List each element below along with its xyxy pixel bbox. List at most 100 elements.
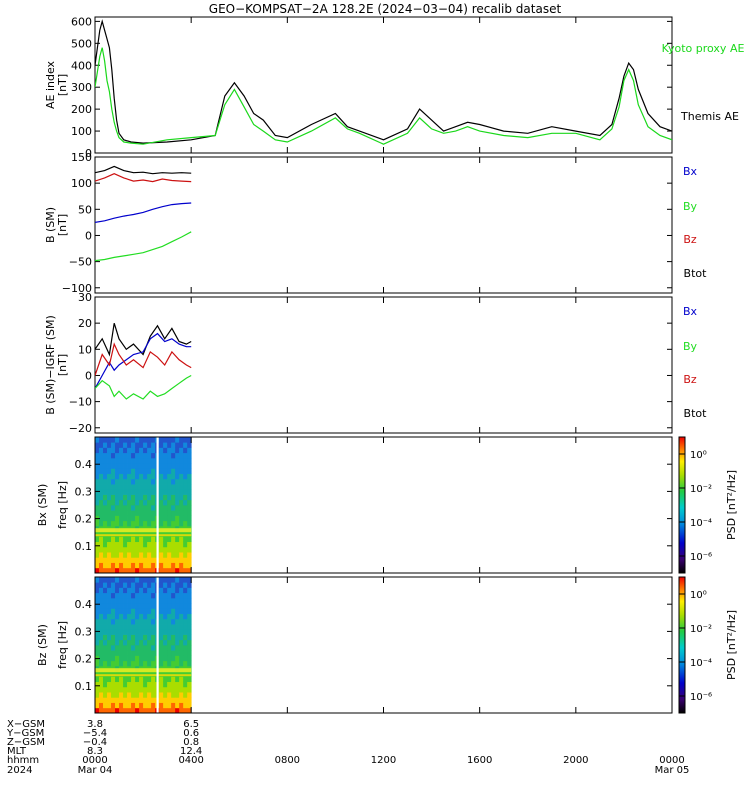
spectrogram-cell [127,473,132,480]
spectrogram-cell [163,592,168,599]
spectrogram-cell [175,697,180,703]
spectrogram-cell [119,515,124,522]
spectrogram-cell [159,592,164,599]
spectrogram-cell [163,702,168,709]
bx-spectrogram-ylabel: Bx (SM) [36,484,49,527]
spectrogram-cell [127,468,132,475]
spectrogram-cell [163,468,168,475]
spectrogram-cell [171,536,176,543]
spectrogram-cell [147,541,152,548]
spectrogram-cell [103,603,108,609]
spectrogram-cell [143,702,148,709]
spectrogram-cell [139,608,144,615]
ae-index-lines [95,19,672,145]
spectrogram-cell [187,520,192,527]
spectrogram-cell [163,697,168,703]
spectrogram-cell [95,587,100,594]
spectrogram-cell [115,447,120,454]
spectrogram-cell [123,608,128,615]
spectrogram-cell [179,552,184,558]
spectrogram-cell [95,681,100,688]
spectrogram-cell [179,510,184,516]
spectrogram-cell [99,582,104,588]
spectrogram-cell [147,587,152,594]
spectrogram-cell [159,618,164,625]
spectrogram-cell [163,541,168,548]
spectrogram-cell [179,437,184,443]
spectrogram-cell [183,650,188,656]
y-tick-label: 0.1 [75,680,93,693]
spectrogram-cell [139,686,144,693]
spectrogram-cell [123,676,128,683]
spectrogram-cell [167,624,172,630]
spectrogram-cell [171,505,176,511]
bx-spectrogram-ylabel2: freq [Hz] [56,481,69,529]
spectrogram-cell [119,629,124,635]
spectrogram-cell [95,592,100,599]
spectrogram-cell [107,499,112,506]
spectrogram-cell [179,618,184,625]
spectrogram-cell [123,597,128,604]
spectrogram-cell [103,582,108,588]
legend-themis-label: Themis AE [680,110,739,123]
spectrogram-cell [131,478,136,485]
spectrogram-cell [167,702,172,709]
legend-bx-label-2: Bx [683,305,698,318]
spectrogram-cell [147,645,152,651]
spectrogram-cell [103,577,108,583]
spectrogram-cell [115,494,120,501]
spectrogram-cell [103,639,108,646]
spectrogram-cell [143,587,148,594]
spectrogram-cell [111,597,116,604]
spectrogram-cell [103,536,108,543]
spectrogram-cell [99,639,104,646]
spectrogram-cell [115,562,120,569]
colorbar-tick-label: 10⁻⁶ [690,692,712,703]
spectrogram-cell [179,613,184,620]
b-sm-y-axis: −100 −50 0 50 100 150 [62,151,672,295]
spectrogram-cell [147,707,152,714]
spectrogram-cell [111,692,116,698]
spectrogram-cell [119,597,124,604]
spectrogram-cell [131,686,136,693]
spectrogram-cell [127,597,132,604]
spectrogram-cell [119,660,124,667]
spectrogram-cell [159,707,164,714]
spectrogram-cell [135,505,140,511]
spectrogram-cell [151,442,156,448]
spectrogram-cell [179,442,184,448]
bz-colorbar [678,576,686,714]
colorbar-tick-label: 10⁻⁶ [690,552,712,563]
spectrogram-cell [167,437,172,443]
spectrogram-cell [115,484,120,490]
spectrogram-cell [175,577,180,583]
spectrogram-cell [103,463,108,469]
spectrogram-cell [99,552,104,558]
spectrogram-cell [107,531,112,537]
spectrogram-cell [131,655,136,662]
spectrogram-cell [107,478,112,485]
spectrogram-cell [175,552,180,558]
spectrogram-cell [159,520,164,527]
spectrogram-cell [171,608,176,615]
spectrogram-cell [131,629,136,635]
spectrogram-cell [123,457,128,464]
spectrogram-cell [139,592,144,599]
spectrogram-cell [187,702,192,709]
orbit-value: −5.4 [83,728,107,739]
spectrogram-cell [95,629,100,635]
spectrogram-cell [167,634,172,641]
b-igrf-frame [94,296,673,434]
spectrogram-cell [159,608,164,615]
spectrogram-cell [123,629,128,635]
spectrogram-cell [187,634,192,641]
spectrogram-cell [163,437,168,443]
spectrogram-cell [175,707,180,714]
spectrogram-cell [163,582,168,588]
spectrogram-cell [103,447,108,454]
spectrogram-cell [139,510,144,516]
spectrogram-cell [151,707,156,714]
spectrogram-cell [99,489,104,495]
bz-spectrogram-x-ticks [94,577,673,713]
spectrogram-cell [103,650,108,656]
